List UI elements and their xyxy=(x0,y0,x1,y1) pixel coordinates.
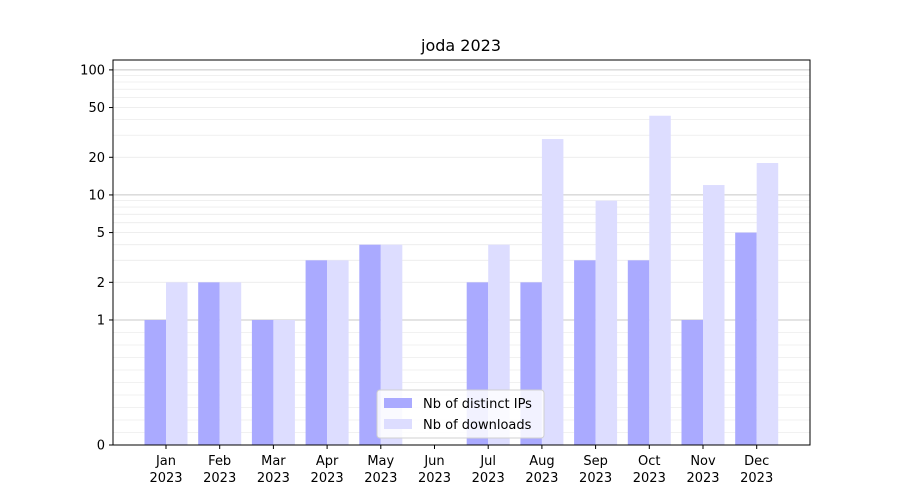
bar-downloads xyxy=(595,200,618,445)
bar-distinct-ips xyxy=(251,319,274,445)
bar-downloads xyxy=(541,139,564,445)
bar-distinct-ips xyxy=(305,260,328,445)
x-tick-label-year: 2023 xyxy=(472,471,505,486)
bar-downloads xyxy=(703,185,725,445)
y-tick-label: 5 xyxy=(97,226,105,241)
legend-label: Nb of distinct IPs xyxy=(423,397,532,412)
legend: Nb of distinct IPs Nb of downloads xyxy=(376,389,545,439)
legend-label: Nb of downloads xyxy=(423,418,532,433)
bar-downloads xyxy=(327,260,349,445)
x-tick-label-year: 2023 xyxy=(149,471,182,486)
y-tick-label: 50 xyxy=(88,101,105,116)
x-tick-label-month: Dec xyxy=(744,454,769,469)
bar-distinct-ips xyxy=(198,282,220,445)
x-tick-label-month: Apr xyxy=(316,454,339,469)
bar-distinct-ips xyxy=(144,319,166,445)
legend-swatch xyxy=(384,398,412,408)
x-tick-label-year: 2023 xyxy=(203,471,236,486)
y-tick-label: 1 xyxy=(97,313,105,328)
x-tick-label-year: 2023 xyxy=(311,471,344,486)
y-tick-label: 0 xyxy=(97,439,105,454)
bar-distinct-ips xyxy=(359,244,381,445)
x-tick-label-year: 2023 xyxy=(418,471,451,486)
bar-downloads xyxy=(273,319,295,445)
x-tick-label-month: Jul xyxy=(479,454,496,469)
bar-distinct-ips xyxy=(735,232,757,445)
x-tick-label-year: 2023 xyxy=(525,471,558,486)
x-tick-label-month: Nov xyxy=(690,454,716,469)
y-tick-label: 10 xyxy=(88,188,105,203)
x-tick-label-year: 2023 xyxy=(633,471,666,486)
bar-downloads xyxy=(649,115,671,445)
bar-distinct-ips xyxy=(627,260,650,445)
x-tick-label-year: 2023 xyxy=(257,471,290,486)
bar-distinct-ips xyxy=(574,260,596,445)
x-tick-label-year: 2023 xyxy=(686,471,719,486)
bar-downloads xyxy=(756,163,779,445)
x-tick-label-year: 2023 xyxy=(579,471,612,486)
y-tick-label: 2 xyxy=(97,276,105,291)
legend-box xyxy=(376,389,545,439)
x-tick-label-year: 2023 xyxy=(364,471,397,486)
y-tick-label: 20 xyxy=(88,151,105,166)
x-tick-label-month: Feb xyxy=(208,454,231,469)
plot-frame xyxy=(112,59,811,446)
x-tick-label-month: Jun xyxy=(423,454,444,469)
x-tick-label-month: Sep xyxy=(583,454,608,469)
x-tick-label-month: Mar xyxy=(261,454,286,469)
chart-title: joda 2023 xyxy=(420,36,501,55)
bar-downloads xyxy=(166,282,188,445)
y-tick-label: 100 xyxy=(80,63,105,78)
legend-swatch xyxy=(384,419,412,429)
x-tick-label-month: Jan xyxy=(155,454,176,469)
x-tick-label-month: Oct xyxy=(638,454,660,469)
x-tick-label-month: Aug xyxy=(529,454,554,469)
bar-distinct-ips xyxy=(681,319,703,445)
x-tick-label-year: 2023 xyxy=(740,471,773,486)
bar-downloads xyxy=(219,282,242,445)
x-tick-label-month: May xyxy=(367,454,394,469)
ticks-layer: 0 1 2 5 10 20 50 100 Jan 2023 Feb 2023 Mar 2023 Apr 202… xyxy=(80,63,773,486)
